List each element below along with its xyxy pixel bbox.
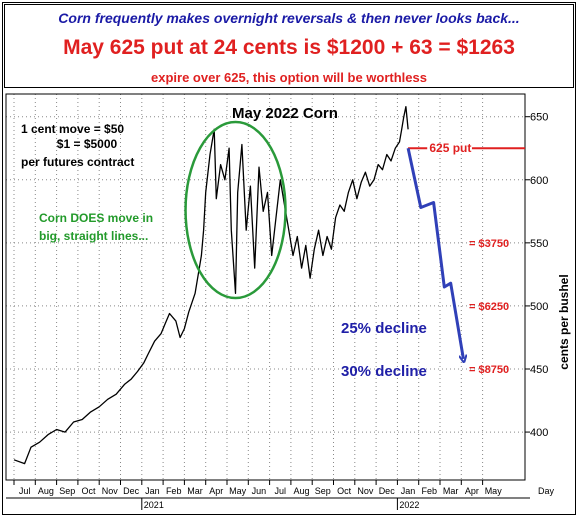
contract-note-line: $1 = $5000	[57, 137, 118, 151]
contract-note-line: per futures contract	[21, 155, 134, 169]
month-label: Dec	[123, 486, 140, 496]
month-label: May	[485, 486, 503, 496]
month-label: Jul	[274, 486, 286, 496]
month-label: Mar	[443, 486, 459, 496]
month-label: Dec	[379, 486, 396, 496]
month-label: Sep	[59, 486, 75, 496]
month-label: Oct	[81, 486, 96, 496]
year-label: 2022	[399, 500, 419, 510]
decline-label: 25% decline	[341, 320, 427, 337]
y-axis-label: cents per bushel	[557, 274, 571, 369]
month-label: May	[229, 486, 247, 496]
y-tick-label: 500	[530, 301, 548, 313]
y-tick-label: 600	[530, 175, 548, 187]
header-line-2: May 625 put at 24 cents is $1200 + 63 = …	[63, 36, 515, 59]
header-box: Corn frequently makes overnight reversal…	[4, 4, 574, 88]
straight-lines-note: Corn DOES move in	[39, 211, 153, 225]
plot-border	[5, 93, 526, 481]
month-label: Jan	[401, 486, 416, 496]
year-label: 2021	[144, 500, 164, 510]
decline-label: 30% decline	[341, 363, 427, 380]
month-label: Apr	[209, 486, 223, 496]
straight-lines-note: big, straight lines...	[39, 229, 148, 243]
y-tick-label: 450	[530, 364, 548, 376]
month-label: Jan	[145, 486, 160, 496]
month-label: Feb	[166, 486, 182, 496]
chart-frame	[2, 2, 576, 515]
y-tick-label: 550	[530, 238, 548, 250]
price-series-line	[13, 105, 409, 465]
month-label: Jun	[252, 486, 267, 496]
month-label: Jul	[19, 486, 31, 496]
y-tick-label: 650	[530, 112, 548, 124]
month-label: Nov	[102, 486, 119, 496]
month-label: Aug	[38, 486, 54, 496]
header-line-1: Corn frequently makes overnight reversal…	[58, 10, 520, 26]
header-line-3: expire over 625, this option will be wor…	[151, 70, 427, 85]
month-label: Aug	[293, 486, 309, 496]
month-label: Apr	[465, 486, 479, 496]
y-tick-label: 400	[530, 427, 548, 439]
x-axis-unit-label: Day	[538, 486, 555, 496]
month-label: Oct	[337, 486, 352, 496]
chart-title: May 2022 Corn	[232, 105, 338, 122]
month-label: Feb	[422, 486, 438, 496]
projected-decline-arrow	[406, 147, 463, 359]
loss-label: = $3750	[469, 238, 509, 250]
loss-label: = $6250	[469, 301, 509, 313]
put-label: 625 put	[429, 141, 471, 155]
loss-label: = $8750	[469, 364, 509, 376]
volatility-ellipse	[184, 120, 287, 300]
month-label: Sep	[315, 486, 331, 496]
month-label: Mar	[187, 486, 203, 496]
contract-note-line: 1 cent move = $50	[21, 122, 124, 136]
month-label: Nov	[357, 486, 374, 496]
